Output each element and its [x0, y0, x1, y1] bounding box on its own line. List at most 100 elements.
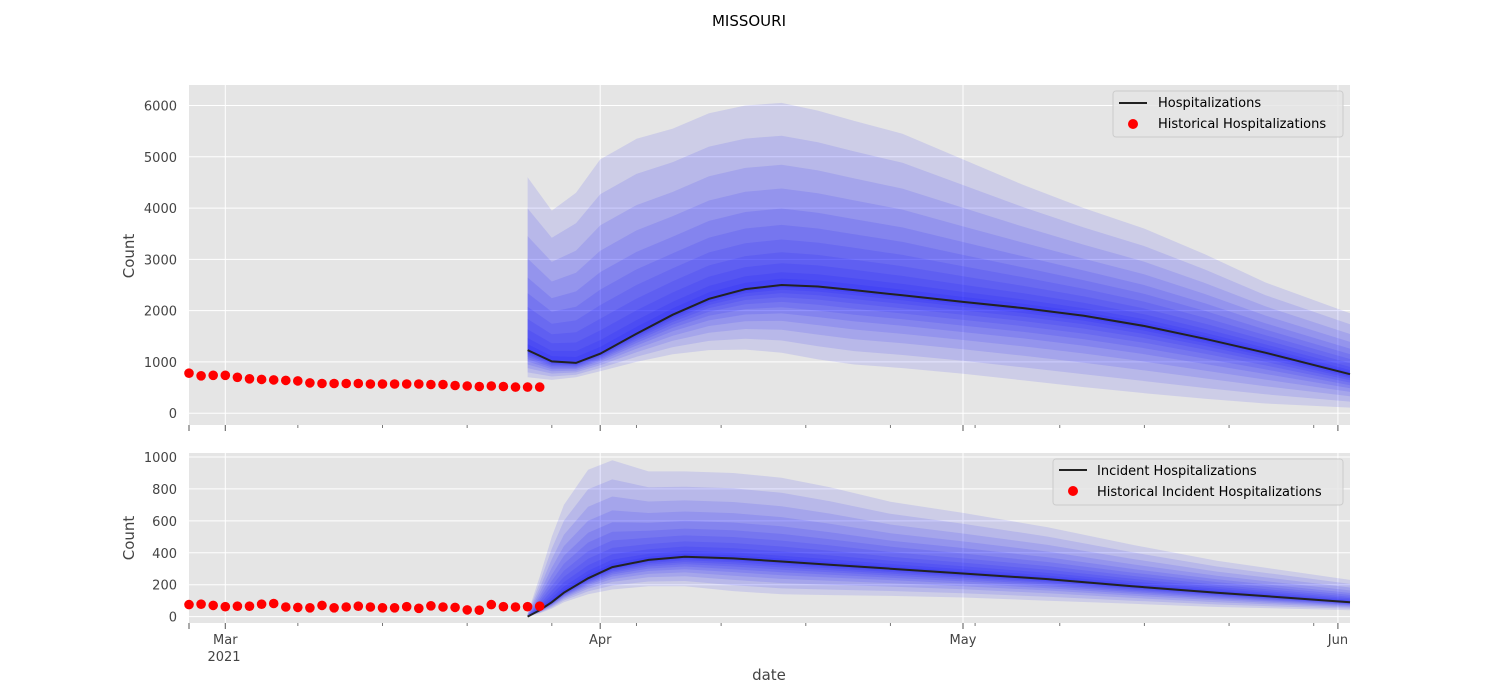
historical-point [220, 601, 231, 612]
figure-title: MISSOURI [712, 12, 786, 30]
uncertainty-band [527, 164, 1350, 397]
historical-point [414, 379, 424, 389]
uncertainty-band [527, 224, 1350, 386]
historical-point [377, 603, 388, 613]
historical-point [329, 603, 339, 613]
uncertainty-band [527, 460, 1350, 617]
bottom-legend: Incident Hospitalizations Historical Inc… [1052, 458, 1344, 506]
uncertainty-band [527, 520, 1350, 617]
historical-point [220, 370, 231, 381]
historical-point [184, 599, 194, 610]
y-tick-label: 400 [152, 547, 177, 562]
top-y-tick-labels: 0 1000 2000 3000 4000 5000 6000 [144, 100, 177, 423]
top-legend-label-hospitalizations: Hospitalizations [1158, 96, 1261, 111]
historical-point [208, 600, 218, 611]
uncertainty-band [527, 510, 1350, 617]
uncertainty-band [527, 479, 1350, 617]
historical-point [498, 381, 509, 392]
historical-point [244, 601, 255, 611]
uncertainty-band [527, 278, 1350, 376]
y-tick-label: 1000 [144, 356, 177, 371]
bottom-legend-label-historical: Historical Incident Hospitalizations [1097, 485, 1322, 500]
uncertainty-band [527, 102, 1350, 408]
top-legend-box [1112, 90, 1344, 138]
y-tick-label: 2000 [144, 305, 177, 320]
x-tick-label: Apr [589, 633, 612, 648]
historical-point [474, 605, 485, 615]
bottom-legend-marker-swatch [1068, 486, 1078, 496]
historical-point [462, 381, 473, 391]
y-tick-label: 1000 [144, 451, 177, 466]
historical-point [317, 600, 327, 611]
uncertainty-band [527, 188, 1350, 392]
historical-point [281, 602, 291, 612]
x-axis-tick-labels: Mar Apr May Jun [213, 633, 1348, 648]
uncertainty-band [527, 535, 1350, 617]
historical-point [341, 378, 352, 389]
y-tick-label: 6000 [144, 100, 177, 115]
y-tick-label: 600 [152, 515, 177, 530]
historical-point [438, 602, 448, 612]
uncertainty-band [527, 135, 1350, 402]
x-axis-label: date [752, 666, 786, 684]
historical-point [450, 602, 460, 613]
historical-point [268, 598, 279, 609]
historical-point [474, 381, 485, 392]
historical-point [401, 601, 412, 612]
historical-point [232, 372, 243, 383]
historical-point [389, 603, 400, 613]
historical-point [208, 370, 218, 381]
top-chart: 0 1000 2000 3000 4000 5000 6000 Count Hospital… [120, 85, 1351, 431]
y-tick-label: 0 [169, 407, 177, 422]
uncertainty-band [527, 252, 1350, 381]
historical-point [522, 601, 533, 612]
x-tick-label: May [950, 633, 977, 648]
historical-point [486, 599, 497, 610]
historical-point [498, 601, 509, 612]
historical-point [256, 599, 267, 609]
top-legend-label-historical: Historical Hospitalizations [1158, 117, 1326, 132]
top-y-axis-label: Count [120, 234, 138, 279]
historical-point [426, 601, 436, 611]
historical-point [486, 381, 497, 391]
historical-point [401, 379, 412, 389]
historical-point [414, 603, 424, 614]
historical-point [293, 602, 303, 613]
y-tick-label: 0 [169, 611, 177, 626]
historical-point [510, 382, 521, 392]
top-x-ticks [188, 425, 1339, 431]
top-median-line [527, 283, 1351, 376]
x-tick-label: Mar [213, 633, 238, 648]
historical-point [184, 368, 194, 379]
y-tick-label: 4000 [144, 202, 177, 217]
historical-point [353, 601, 364, 611]
historical-point [510, 602, 521, 612]
historical-point [377, 379, 388, 389]
historical-point [438, 379, 448, 390]
historical-point [462, 605, 473, 615]
historical-point [256, 374, 267, 385]
bottom-y-axis-label: Count [120, 516, 138, 561]
historical-point [341, 602, 352, 612]
historical-point [305, 378, 315, 388]
historical-point [232, 601, 243, 611]
bottom-legend-label-incident: Incident Hospitalizations [1097, 464, 1257, 479]
bottom-median-line [527, 555, 1351, 618]
uncertainty-band [527, 239, 1350, 383]
y-tick-label: 200 [152, 579, 177, 594]
top-plot-area [189, 85, 1350, 425]
bottom-chart: 0 200 400 600 800 1000 Count Incident Hospita… [120, 451, 1351, 629]
historical-point [534, 601, 545, 611]
bottom-y-tick-labels: 0 200 400 600 800 1000 [144, 451, 177, 626]
historical-point [244, 374, 255, 384]
x-axis-year-label: 2021 [207, 650, 240, 665]
historical-point [426, 379, 436, 390]
top-legend-marker-swatch [1128, 119, 1138, 129]
historical-point [365, 379, 376, 389]
top-historical-points [184, 368, 545, 392]
historical-point [522, 382, 533, 392]
historical-point [305, 603, 315, 613]
historical-point [450, 380, 460, 391]
historical-point [281, 375, 291, 386]
